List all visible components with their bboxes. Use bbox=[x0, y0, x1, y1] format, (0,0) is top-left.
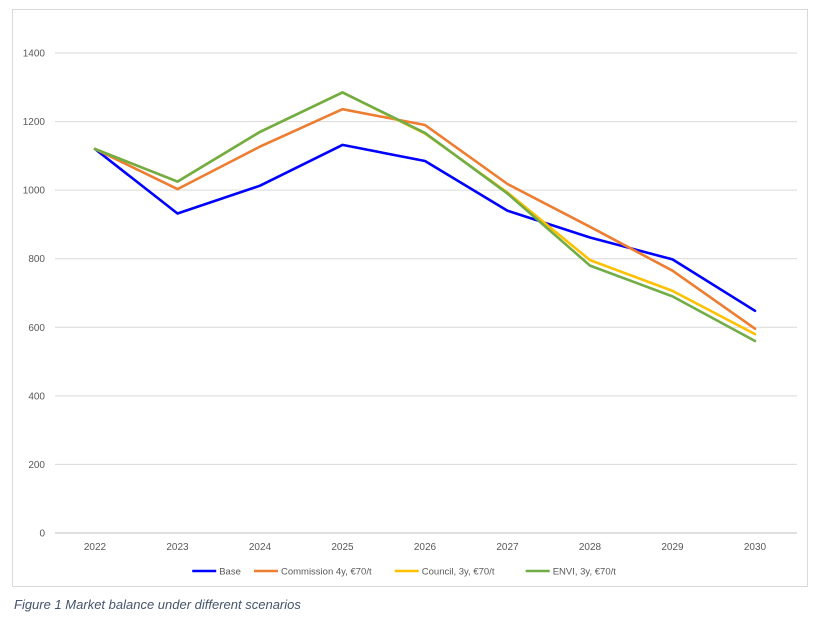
x-tick-label: 2026 bbox=[414, 542, 437, 553]
x-tick-label: 2022 bbox=[84, 542, 107, 553]
legend-label-1: Base bbox=[219, 566, 241, 577]
y-tick-label: 1000 bbox=[23, 186, 46, 197]
x-tick-label: 2024 bbox=[249, 542, 272, 553]
series-line-2 bbox=[93, 107, 757, 331]
x-axis-ticks: 2022 2023 2024 2025 2026 2027 2028 2029 2030 bbox=[84, 542, 767, 553]
series-line-1 bbox=[93, 143, 757, 313]
x-tick-label: 2023 bbox=[166, 542, 189, 553]
x-tick-label: 2025 bbox=[331, 542, 354, 553]
legend-label-4: ENVI, 3y, €70/t bbox=[553, 566, 617, 577]
y-tick-label: 600 bbox=[28, 323, 45, 334]
x-tick-label: 2028 bbox=[579, 542, 602, 553]
y-tick-label: 1200 bbox=[23, 117, 46, 128]
y-axis-ticks: 0 200 400 600 800 1000 1200 1400 bbox=[23, 49, 46, 540]
x-tick-label: 2029 bbox=[661, 542, 684, 553]
legend: Base Commission 4y, €70/t Council, 3y, €70… bbox=[192, 566, 616, 577]
y-tick-label: 800 bbox=[28, 254, 45, 265]
series-line-3 bbox=[93, 91, 757, 336]
series-line-4 bbox=[93, 91, 757, 343]
x-tick-label: 2027 bbox=[496, 542, 519, 553]
x-tick-label: 2030 bbox=[744, 542, 767, 553]
y-tick-label: 200 bbox=[28, 460, 45, 471]
y-tick-label: 1400 bbox=[23, 49, 46, 60]
figure-caption: Figure 1 Market balance under different … bbox=[14, 597, 301, 612]
gridlines bbox=[55, 52, 797, 534]
series-lines bbox=[93, 91, 757, 343]
y-tick-label: 400 bbox=[28, 391, 45, 402]
chart-container: 0 200 400 600 800 1000 1200 1400 2022 2023 2024 20… bbox=[12, 9, 808, 587]
legend-label-2: Commission 4y, €70/t bbox=[281, 566, 372, 577]
legend-label-3: Council, 3y, €70/t bbox=[422, 566, 495, 577]
y-tick-label: 0 bbox=[39, 529, 45, 540]
